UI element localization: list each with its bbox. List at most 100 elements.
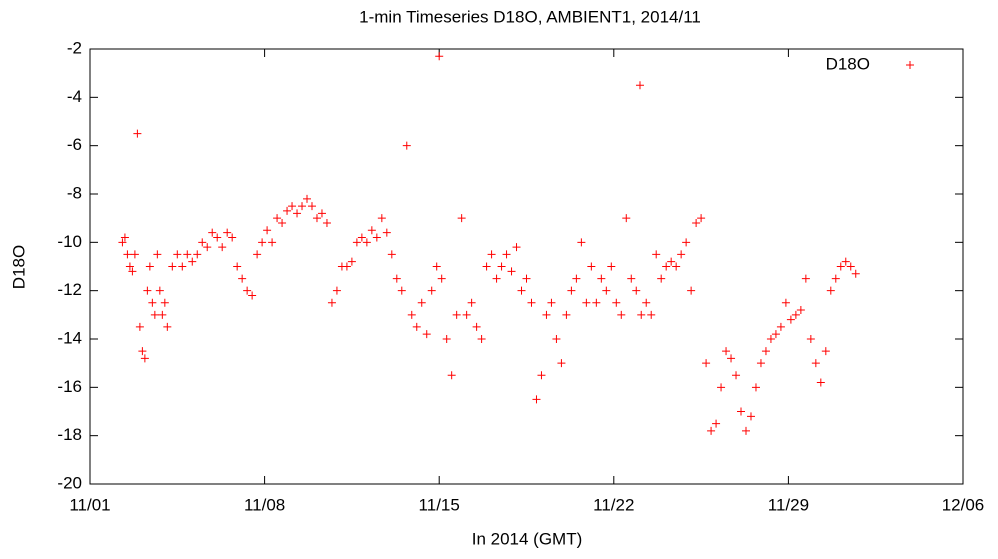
data-point [811, 359, 820, 368]
data-point [248, 291, 257, 300]
data-point [372, 233, 381, 242]
data-point [846, 262, 855, 271]
data-point [667, 257, 676, 266]
data-point [135, 322, 144, 331]
data-point [158, 310, 167, 319]
data-point [283, 206, 292, 215]
data-point [228, 233, 237, 242]
data-point [148, 298, 157, 307]
data-point [806, 335, 815, 343]
data-point [821, 347, 830, 356]
data-point [417, 298, 426, 307]
data-point [547, 298, 556, 307]
data-point [722, 347, 731, 356]
data-point [507, 267, 516, 276]
data-point [188, 257, 197, 266]
data-point [732, 371, 741, 380]
data-point [457, 214, 466, 223]
data-point [238, 274, 247, 283]
x-tick-label: 11/01 [69, 495, 110, 514]
data-point [652, 250, 661, 259]
data-point [492, 274, 501, 283]
data-point [155, 286, 164, 295]
data-point [397, 286, 406, 295]
data-point [347, 257, 356, 266]
data-point [307, 202, 316, 211]
data-point [233, 262, 242, 271]
x-axis-label: In 2014 (GMT) [472, 529, 583, 548]
data-point [118, 238, 127, 247]
data-point [268, 238, 277, 247]
y-tick-label: -6 [67, 135, 82, 154]
x-tick-label: 11/29 [768, 495, 809, 514]
data-point [153, 250, 162, 259]
data-point [627, 274, 636, 283]
data-point [303, 194, 312, 203]
data-point [647, 310, 656, 319]
data-point [183, 250, 192, 259]
data-point [702, 359, 711, 368]
data-point [592, 298, 601, 307]
y-tick-label: -12 [57, 280, 82, 299]
data-point [766, 335, 775, 343]
data-point [317, 209, 326, 218]
data-point [462, 310, 471, 319]
data-point [382, 228, 391, 237]
data-point [422, 330, 431, 339]
data-point [522, 274, 531, 283]
data-point [517, 286, 526, 295]
data-point [642, 298, 651, 307]
legend-label: D18O [826, 54, 870, 73]
data-point [657, 274, 666, 283]
data-point [402, 141, 411, 150]
data-point [512, 243, 521, 252]
data-point [741, 426, 750, 435]
data-point [567, 286, 576, 295]
data-point [677, 250, 686, 259]
data-point [437, 274, 446, 283]
data-point [617, 310, 626, 319]
data-point [482, 262, 491, 271]
data-point [342, 262, 351, 271]
data-point [707, 426, 716, 435]
y-tick-label: -16 [57, 377, 82, 396]
y-tick-label: -20 [57, 473, 82, 492]
data-point [737, 407, 746, 416]
data-point [712, 419, 721, 428]
data-point [173, 250, 182, 259]
data-point [367, 226, 376, 235]
data-point [138, 347, 147, 356]
y-tick-label: -14 [57, 328, 82, 347]
data-point [836, 262, 845, 271]
data-point [160, 298, 169, 307]
data-point [552, 335, 561, 343]
data-point [193, 250, 202, 259]
y-tick-label: -8 [67, 183, 82, 202]
data-point [637, 310, 646, 319]
data-point [288, 202, 297, 211]
data-point [145, 262, 154, 271]
data-point [851, 269, 860, 278]
x-tick-label: 11/15 [419, 495, 460, 514]
data-point [278, 219, 287, 227]
data-point [557, 359, 566, 368]
data-point [582, 298, 591, 307]
data-point [542, 310, 551, 319]
data-point [412, 322, 421, 331]
data-point [472, 322, 481, 331]
x-tick-label: 11/22 [593, 495, 634, 514]
data-point [130, 250, 139, 259]
data-point [717, 383, 726, 392]
data-point [781, 298, 790, 307]
data-point [826, 286, 835, 295]
data-point [203, 243, 212, 252]
y-tick-label: -2 [67, 38, 82, 57]
data-point [791, 310, 800, 319]
data-point [322, 219, 331, 227]
data-point [527, 298, 536, 307]
chart-title: 1-min Timeseries D18O, AMBIENT1, 2014/11 [359, 7, 701, 26]
y-tick-label: -10 [57, 232, 82, 251]
data-point [467, 298, 476, 307]
data-point [123, 250, 132, 259]
